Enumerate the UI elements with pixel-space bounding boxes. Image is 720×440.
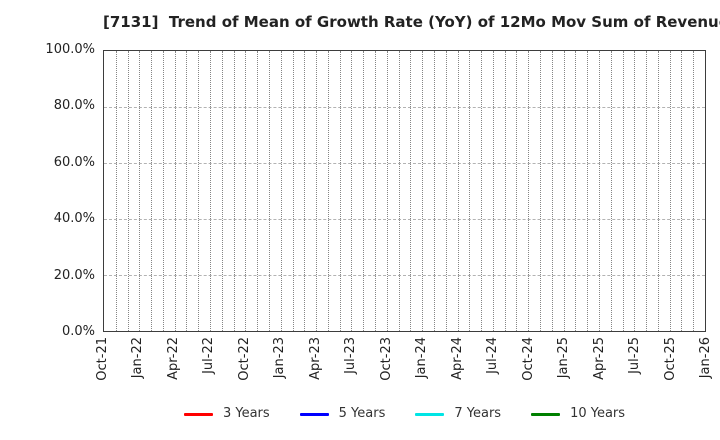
gridline-vertical [646, 51, 648, 331]
gridline-vertical [316, 51, 318, 331]
legend: 3 Years 5 Years 7 Years 10 Years [103, 403, 706, 425]
legend-item-3-years: 3 Years [183, 406, 270, 422]
x-tick-label: Jan-25 [556, 337, 572, 379]
gridline-vertical [280, 51, 282, 331]
x-tick-label: Jul-24 [485, 337, 501, 374]
gridline-vertical [375, 51, 377, 331]
x-tick-label: Oct-23 [378, 337, 394, 381]
gridline-vertical [221, 51, 223, 331]
y-tick-label: 80.0% [53, 98, 95, 114]
x-tick-label: Jul-25 [627, 337, 643, 374]
gridline-vertical [598, 51, 600, 331]
gridline-vertical [233, 51, 235, 331]
x-tick-label: Jan-26 [698, 337, 713, 379]
x-tick-label: Jan-23 [272, 337, 288, 379]
gridline-vertical [115, 51, 117, 331]
gridline-vertical [469, 51, 471, 331]
y-tick-label: 0.0% [61, 324, 95, 339]
gridline-horizontal [104, 107, 705, 108]
x-tick-label: Apr-24 [449, 337, 465, 380]
gridline-vertical [457, 51, 459, 331]
legend-line-swatch [299, 412, 329, 416]
gridline-vertical [363, 51, 365, 331]
gridline-vertical [386, 51, 388, 331]
x-tick-label: Oct-25 [662, 337, 678, 381]
gridline-vertical [634, 51, 636, 331]
gridline-vertical [139, 51, 141, 331]
legend-item-5-years: 5 Years [299, 406, 386, 422]
gridline-vertical [563, 51, 565, 331]
legend-label: 3 Years [222, 406, 270, 421]
x-tick-label: Apr-22 [165, 337, 181, 380]
gridline-vertical [174, 51, 176, 331]
gridline-vertical [693, 51, 695, 331]
legend-line-swatch [183, 412, 213, 416]
legend-label: 5 Years [338, 406, 386, 421]
gridline-vertical [551, 51, 553, 331]
gridline-vertical [292, 51, 294, 331]
gridline-horizontal [104, 219, 705, 220]
x-tick-label: Apr-25 [591, 337, 607, 380]
legend-label: 7 Years [454, 406, 502, 421]
y-tick-label: 100.0% [45, 42, 95, 57]
gridline-vertical [433, 51, 435, 331]
gridline-vertical [351, 51, 353, 331]
gridline-vertical [504, 51, 506, 331]
gridline-vertical [481, 51, 483, 331]
gridline-vertical [210, 51, 212, 331]
gridline-vertical [162, 51, 164, 331]
gridline-vertical [410, 51, 412, 331]
gridline-vertical [587, 51, 589, 331]
chart-title: [7131] Trend of Mean of Growth Rate (YoY… [103, 13, 720, 31]
gridline-vertical [528, 51, 530, 331]
gridline-vertical [610, 51, 612, 331]
gridline-vertical [516, 51, 518, 331]
y-tick-label: 20.0% [53, 267, 95, 283]
gridline-vertical [327, 51, 329, 331]
legend-label: 10 Years [570, 406, 626, 421]
gridline-vertical [186, 51, 188, 331]
x-tick-label: Oct-24 [520, 337, 536, 381]
x-tick-label: Jul-23 [343, 337, 359, 374]
y-tick-label: 40.0% [53, 211, 95, 227]
gridline-vertical [492, 51, 494, 331]
legend-line-swatch [415, 412, 445, 416]
x-tick-label: Jul-22 [201, 337, 217, 374]
gridline-vertical [198, 51, 200, 331]
gridline-vertical [151, 51, 153, 331]
x-tick-label: Apr-23 [307, 337, 323, 380]
gridline-vertical [127, 51, 129, 331]
gridline-vertical [681, 51, 683, 331]
gridline-vertical [245, 51, 247, 331]
gridline-vertical [445, 51, 447, 331]
legend-line-swatch [531, 412, 561, 416]
gridline-vertical [622, 51, 624, 331]
gridline-vertical [540, 51, 542, 331]
gridline-vertical [669, 51, 671, 331]
x-tick-label: Oct-22 [236, 337, 252, 381]
gridline-vertical [339, 51, 341, 331]
plot-area [103, 50, 706, 332]
gridline-vertical [657, 51, 659, 331]
gridline-vertical [257, 51, 259, 331]
x-tick-label: Jan-24 [414, 337, 430, 379]
legend-item-7-years: 7 Years [415, 406, 501, 422]
gridline-vertical [268, 51, 270, 331]
legend-item-10-years: 10 Years [531, 406, 625, 422]
gridline-vertical [422, 51, 424, 331]
gridline-horizontal [104, 275, 705, 276]
x-tick-label: Jan-22 [130, 337, 146, 379]
gridline-horizontal [104, 163, 705, 164]
gridline-vertical [398, 51, 400, 331]
x-tick-label: Oct-21 [95, 337, 110, 381]
y-tick-label: 60.0% [53, 154, 95, 170]
gridline-vertical [304, 51, 306, 331]
gridline-vertical [575, 51, 577, 331]
